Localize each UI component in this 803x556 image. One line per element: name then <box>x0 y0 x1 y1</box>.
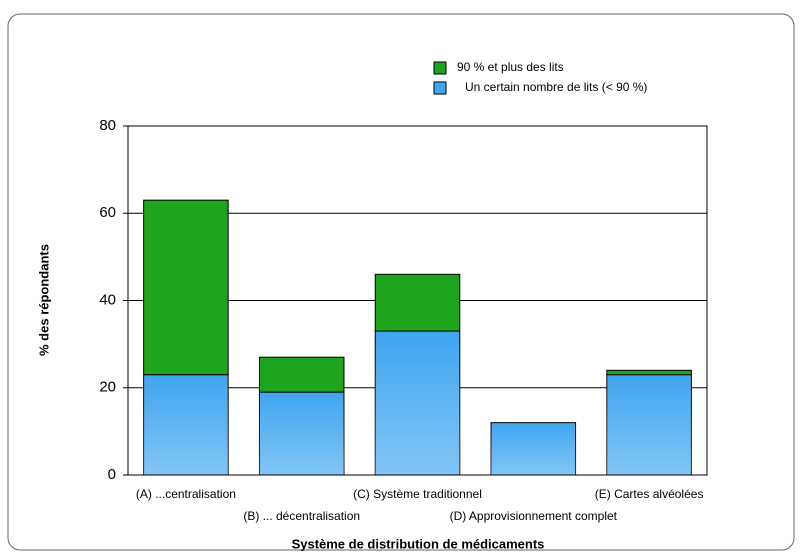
y-axis-title: % des répondants <box>36 244 51 356</box>
legend-swatch <box>433 81 447 95</box>
y-tick-label: 80 <box>99 117 116 134</box>
bar-shine <box>606 374 692 475</box>
bar-shine <box>259 392 344 475</box>
bar-segment <box>374 273 461 332</box>
bar-segment <box>258 356 345 393</box>
x-tick-label: (C) Système traditionnel <box>353 487 482 501</box>
x-axis-title: Système de distribution de médicaments <box>292 536 545 551</box>
y-tick-label: 20 <box>99 379 116 396</box>
plot-border <box>127 125 708 476</box>
x-tick-label: (A) ...centralisation <box>136 487 236 501</box>
x-tick-label: (E) Cartes alvéolées <box>595 487 704 501</box>
bar-segment <box>606 369 692 376</box>
y-tick-label: 0 <box>108 466 116 483</box>
legend-label: Un certain nombre de lits (< 90 %) <box>465 80 647 94</box>
bar-shine <box>143 374 229 475</box>
y-tick-label: 60 <box>99 204 116 221</box>
y-tick-label: 40 <box>99 291 116 308</box>
x-tick-label: (B) ... décentralisation <box>243 509 360 523</box>
bar-shine <box>491 422 576 475</box>
bar-shine <box>375 331 460 475</box>
x-tick-label: (D) Approvisionnement complet <box>450 509 618 523</box>
bar-segment <box>143 199 229 376</box>
legend-swatch <box>433 61 447 75</box>
legend-label: 90 % et plus des lits <box>457 60 564 74</box>
